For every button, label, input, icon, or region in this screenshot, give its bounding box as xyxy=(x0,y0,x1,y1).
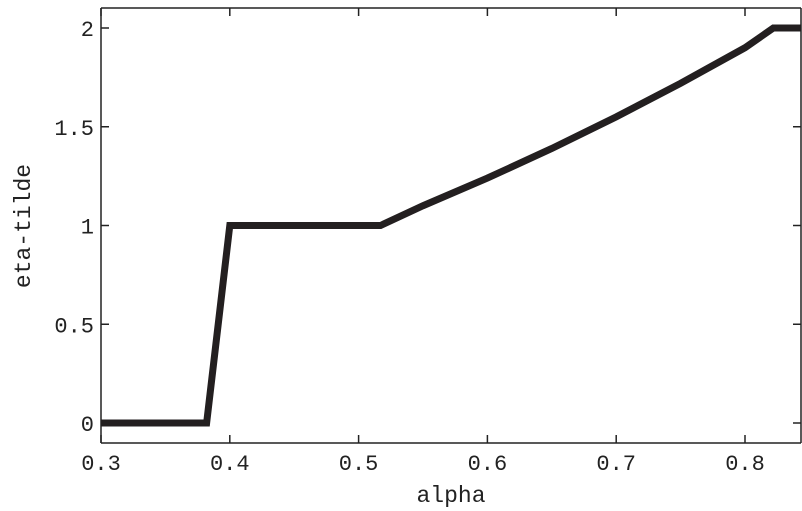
x-axis-label: alpha xyxy=(416,483,485,509)
series-layer xyxy=(101,24,801,427)
y-tick-label: 1 xyxy=(81,216,94,241)
y-tick-label: 1.5 xyxy=(54,117,94,142)
y-tick-label: 0 xyxy=(81,413,94,438)
x-tick-label: 0.3 xyxy=(81,452,121,477)
x-tick-label: 0.5 xyxy=(339,452,379,477)
x-tick-label: 0.6 xyxy=(468,452,508,477)
plot-frame-group xyxy=(100,7,802,444)
y-axis-ticks: 0 0.5 1 1.5 2 xyxy=(54,18,801,438)
series-line-1 xyxy=(101,24,801,427)
x-tick-label: 0.7 xyxy=(596,452,636,477)
y-axis-label: eta-tilde xyxy=(11,164,37,288)
y-tick-label: 0.5 xyxy=(54,314,94,339)
x-tick-label: 0.4 xyxy=(210,452,250,477)
x-tick-label: 0.8 xyxy=(725,452,765,477)
x-axis-ticks: 0.3 0.4 0.5 0.6 0.7 0.8 xyxy=(81,8,765,477)
y-tick-label: 2 xyxy=(81,18,94,43)
